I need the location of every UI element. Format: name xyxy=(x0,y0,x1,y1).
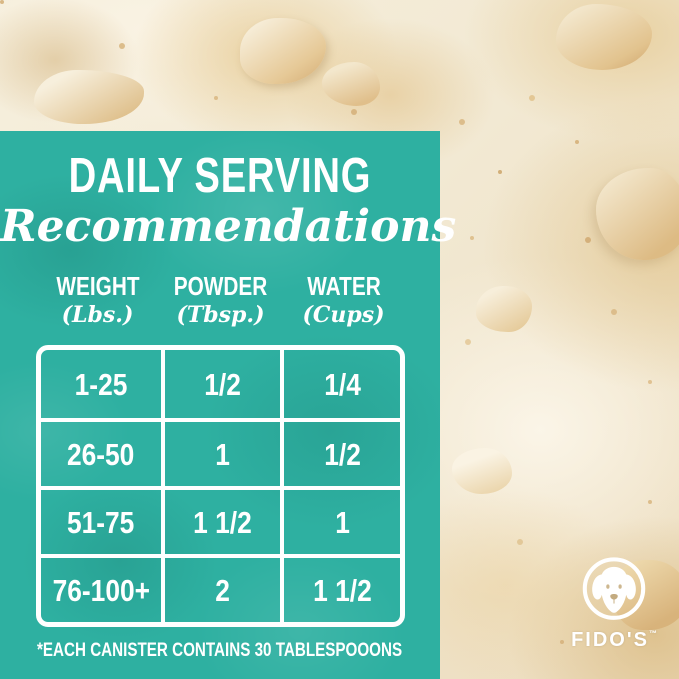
table-cell-water: 1/4 xyxy=(280,350,400,418)
powder-chunk xyxy=(34,70,144,124)
table-cell-water: 1/2 xyxy=(280,418,400,486)
column-label: WATER xyxy=(306,271,381,301)
serving-panel xyxy=(0,131,440,679)
table-cell-weight: 76-100+ xyxy=(41,554,161,622)
column-header-weight: WEIGHT (Lbs.) xyxy=(36,273,159,327)
column-unit: (Lbs.) xyxy=(61,302,134,328)
powder-chunk xyxy=(452,448,512,494)
table-cell-powder: 1 1/2 xyxy=(160,486,281,554)
powder-chunk xyxy=(322,62,380,106)
serving-table: 1-25 1/2 1/4 26-50 1 1/2 51-75 1 1/2 1 7… xyxy=(36,345,405,627)
column-header-powder: POWDER (Tbsp.) xyxy=(159,273,282,327)
panel-title: DAILY SERVING xyxy=(0,152,440,201)
powder-chunk xyxy=(240,18,326,84)
table-cell-weight: 1-25 xyxy=(74,366,128,402)
trademark-symbol: ™ xyxy=(648,629,657,638)
powder-speckles xyxy=(0,0,4,4)
powder-chunk xyxy=(476,286,532,332)
dog-head-icon xyxy=(582,557,646,620)
canister-footnote: *EACH CANISTER CONTAINS 30 TABLESPOOONS xyxy=(37,640,403,661)
table-column-headers: WEIGHT (Lbs.) POWDER (Tbsp.) WATER (Cups… xyxy=(36,273,405,327)
column-label: WEIGHT xyxy=(55,271,140,301)
table-cell-powder: 2 xyxy=(160,554,281,622)
table-cell-water: 1 xyxy=(280,486,400,554)
column-unit: (Tbsp.) xyxy=(176,302,265,328)
column-header-water: WATER (Cups) xyxy=(282,273,405,327)
table-cell-powder: 1 xyxy=(160,418,281,486)
table-cell-weight: 26-50 xyxy=(41,418,161,486)
table-cell-powder: 1/2 xyxy=(160,350,281,418)
brand-logo: FIDO'S™ xyxy=(566,556,662,650)
column-label: POWDER xyxy=(173,271,268,301)
panel-title-text: DAILY SERVING xyxy=(68,149,372,203)
brand-name: FIDO'S™ xyxy=(571,629,657,651)
column-unit: (Cups) xyxy=(302,302,385,328)
powder-chunk xyxy=(556,4,652,70)
panel-subtitle: Recommendations xyxy=(0,201,457,252)
powder-chunk xyxy=(596,168,679,260)
table-cell-weight: 51-75 xyxy=(41,486,161,554)
table-cell-water: 1 1/2 xyxy=(280,554,400,622)
